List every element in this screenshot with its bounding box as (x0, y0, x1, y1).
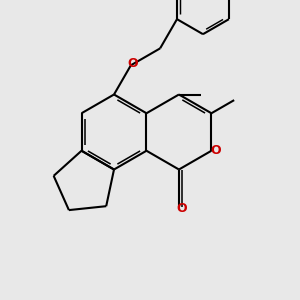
Text: O: O (211, 144, 221, 157)
Text: O: O (176, 202, 187, 215)
Text: O: O (127, 57, 138, 70)
